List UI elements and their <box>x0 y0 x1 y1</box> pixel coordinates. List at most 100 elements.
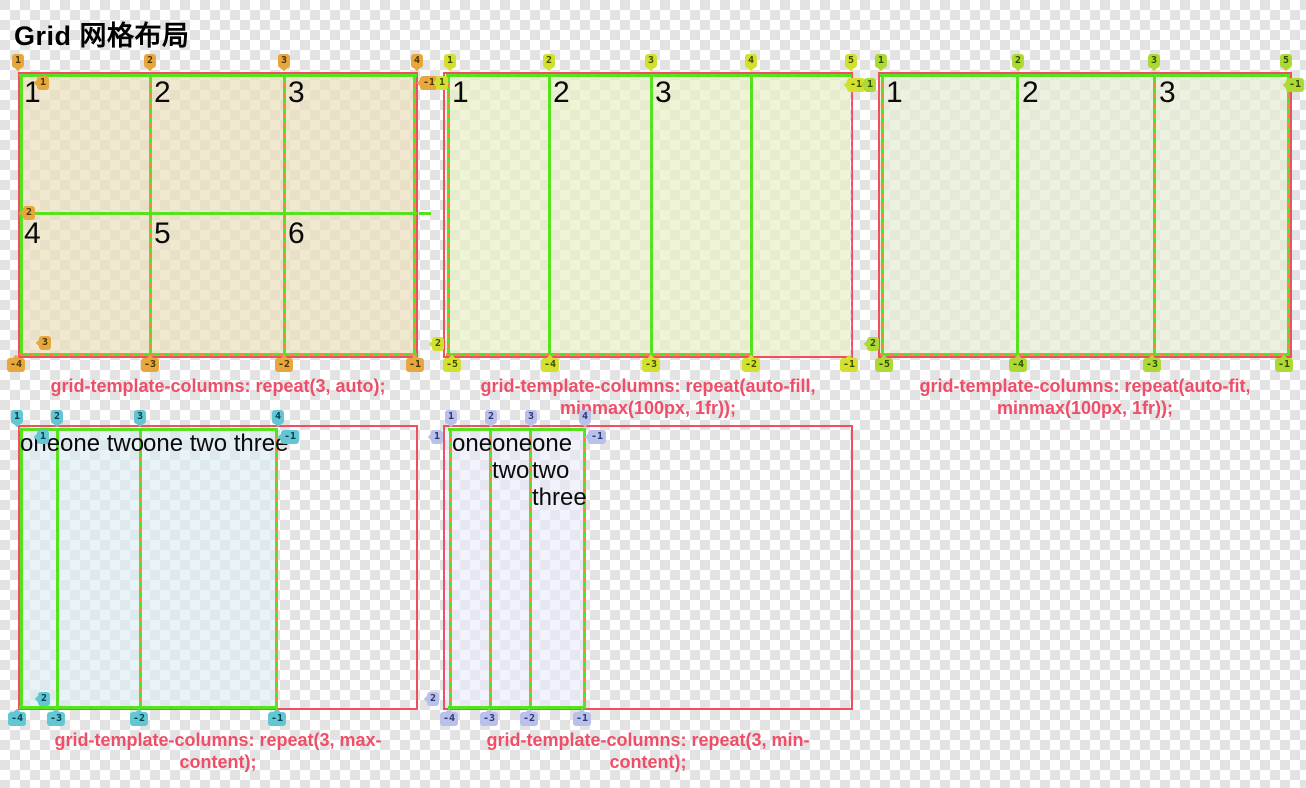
grid-line-horizontal <box>19 211 417 215</box>
row-line-badge: 1 <box>33 76 50 90</box>
badge-label: 3 <box>136 411 144 422</box>
grid-line-horizontal <box>19 352 417 356</box>
badge-label: -4 <box>442 713 456 724</box>
grid-item-label: one two three <box>532 430 587 511</box>
grid-line-vertical <box>880 74 884 356</box>
badge-label: -1 <box>408 359 422 370</box>
badge-label: -1 <box>842 359 856 370</box>
grid-line-horizontal <box>19 73 417 77</box>
column-line-badge: -2 <box>129 708 149 726</box>
badge-label: 3 <box>1150 55 1158 66</box>
page-title: Grid 网格布局 <box>14 21 190 51</box>
grid-line-vertical <box>412 74 416 356</box>
grid-line-vertical <box>148 74 152 356</box>
grid-line-vertical <box>446 74 450 356</box>
badge-label: -1 <box>849 79 863 90</box>
grid-line-vertical <box>19 428 23 708</box>
grid-line-vertical <box>274 428 278 708</box>
badge-label: -3 <box>143 359 157 370</box>
column-line-badge: -2 <box>274 354 294 372</box>
badge-label: -1 <box>1288 79 1302 90</box>
badge-label: 2 <box>146 55 154 66</box>
column-line-badge: 3 <box>1147 54 1161 72</box>
row-line-badge: 2 <box>423 692 440 706</box>
badge-label: 5 <box>1282 55 1290 66</box>
grid-line-vertical <box>448 428 452 708</box>
badge-label: 3 <box>647 55 655 66</box>
grid-line-vertical <box>547 74 551 356</box>
grid-explicit-area-repeat-auto-fit-minmax <box>880 74 1290 356</box>
column-line-badge: 3 <box>133 410 147 428</box>
grid-line-horizontal <box>419 211 431 215</box>
badge-label: 2 <box>545 55 553 66</box>
row-line-badge: 2 <box>19 206 36 220</box>
row-line-badge: -1 <box>1282 78 1305 92</box>
column-line-badge: -1 <box>1274 354 1294 372</box>
column-line-badge: 1 <box>10 410 24 428</box>
badge-label: -4 <box>10 713 24 724</box>
badge-label: -1 <box>590 431 604 442</box>
badge-label: 1 <box>14 55 22 66</box>
row-line-badge: -1 <box>843 78 866 92</box>
column-line-badge: 2 <box>50 410 64 428</box>
badge-label: -5 <box>877 359 891 370</box>
column-line-badge: 1 <box>874 54 888 72</box>
badge-label: -4 <box>1011 359 1025 370</box>
grid-line-vertical <box>138 428 142 708</box>
grid-line-vertical <box>528 428 532 708</box>
grid-item-label: one two <box>60 430 145 457</box>
column-line-badge: -4 <box>6 354 26 372</box>
grid-line-vertical <box>1015 74 1019 356</box>
badge-label: -2 <box>522 713 536 724</box>
grid-container-repeat-3-max-content <box>18 425 418 710</box>
grid-line-vertical <box>582 428 586 708</box>
badge-label: 1 <box>866 79 874 90</box>
badge-label: -2 <box>132 713 146 724</box>
badge-label: 5 <box>847 55 855 66</box>
badge-label: 4 <box>274 411 282 422</box>
badge-label: 2 <box>487 411 495 422</box>
badge-label: -1 <box>270 713 284 724</box>
badge-label: 1 <box>39 77 47 88</box>
column-line-badge: 4 <box>744 54 758 72</box>
badge-label: 4 <box>413 55 421 66</box>
grid-item-label: 2 <box>553 76 570 109</box>
grid-item-label: 2 <box>154 76 171 109</box>
grid-line-horizontal <box>19 705 278 709</box>
grid-line-vertical <box>55 428 59 708</box>
grid-line-vertical <box>282 74 286 356</box>
badge-label: -2 <box>277 359 291 370</box>
column-line-badge: -4 <box>439 708 459 726</box>
badge-label: 1 <box>438 77 446 88</box>
column-line-badge: -2 <box>519 708 539 726</box>
column-line-badge: -4 <box>7 708 27 726</box>
grid-item-label: 3 <box>1159 76 1176 109</box>
row-line-badge: 2 <box>34 692 51 706</box>
column-line-badge: 5 <box>844 54 858 72</box>
caption-repeat-auto-fill: grid-template-columns: repeat(auto-fill,… <box>480 376 816 418</box>
row-line-badge: 1 <box>427 430 444 444</box>
column-line-badge: -5 <box>442 354 462 372</box>
badge-label: -2 <box>744 359 758 370</box>
badge-label: 4 <box>581 411 589 422</box>
row-line-badge: -1 <box>416 76 439 90</box>
badge-label: -5 <box>445 359 459 370</box>
column-line-badge: -3 <box>641 354 661 372</box>
grid-item-label: one two <box>492 430 533 484</box>
badge-label: 2 <box>869 338 877 349</box>
badge-label: -3 <box>49 713 63 724</box>
badge-label: 3 <box>41 337 49 348</box>
badge-label: -3 <box>644 359 658 370</box>
column-line-badge: -4 <box>1008 354 1028 372</box>
grid-line-vertical <box>1286 74 1290 356</box>
column-line-badge: -3 <box>1142 354 1162 372</box>
grid-line-horizontal <box>448 705 586 709</box>
grid-item-label: 4 <box>24 217 41 250</box>
grid-explicit-area-repeat-3-max-content <box>20 428 277 707</box>
grid-line-vertical <box>1152 74 1156 356</box>
grid-item-label: 6 <box>288 217 305 250</box>
column-line-badge: 5 <box>1279 54 1293 72</box>
badge-label: -1 <box>422 77 436 88</box>
badge-label: -4 <box>543 359 557 370</box>
